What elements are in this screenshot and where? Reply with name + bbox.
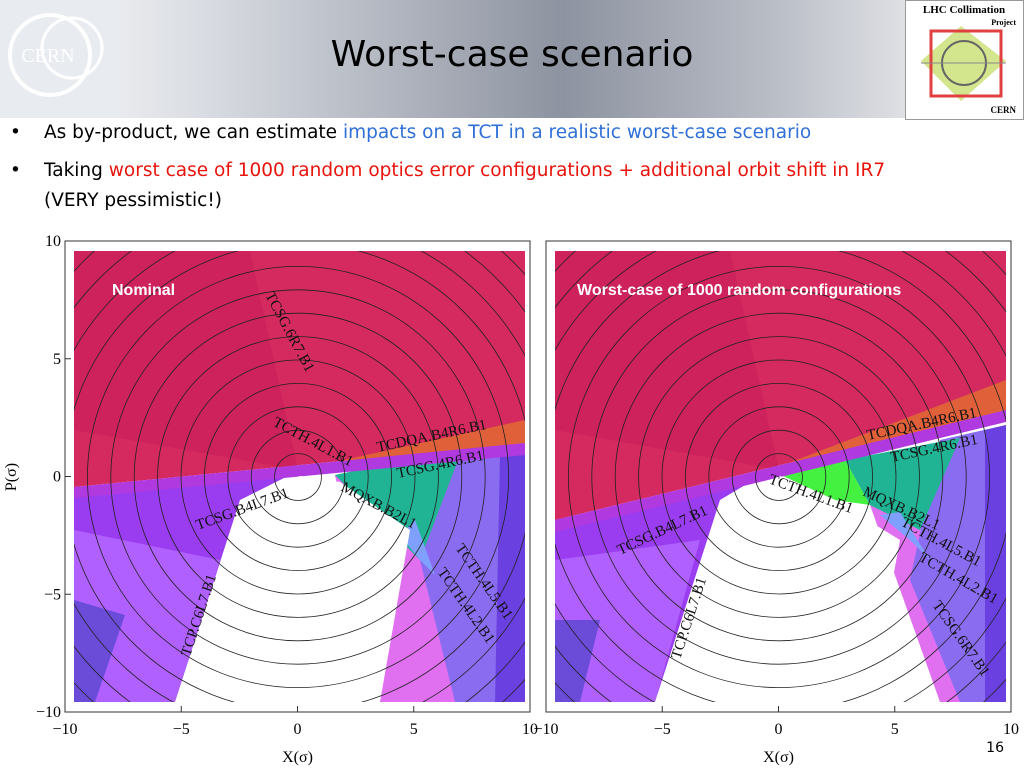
aperture-circle: [133, 312, 463, 642]
aperture-circle: [180, 359, 416, 595]
aperture-circle: [708, 406, 850, 548]
aperture-circle: [74, 251, 525, 702]
x-tick-label: −10: [52, 721, 77, 738]
aperture-circle: [74, 251, 525, 702]
collimator-label: TCSG.B4L7.B1: [194, 485, 291, 533]
plot-label: Nominal: [112, 282, 175, 299]
x-tick-label: 5: [891, 721, 899, 738]
x-tick-label: 0: [294, 721, 302, 738]
collimator-label: TCSG.4R6.B1: [890, 432, 980, 466]
x-tick-label: −5: [173, 721, 190, 738]
lhc-logo-title: LHC Collimation: [923, 4, 1005, 16]
title: Worst-case scenario: [330, 34, 694, 75]
y-tick-label: 10: [45, 233, 61, 250]
bullet: Taking worst case of 1000 random optics …: [8, 156, 1018, 216]
collimator-label: TCDQA.B4R6.B1: [866, 405, 979, 444]
collimator-label: TCTH.4L5.B1: [898, 514, 984, 570]
lhc-logo-project: Project: [991, 18, 1016, 27]
collimator-label: MQXB.B2L1: [860, 484, 942, 534]
collimator-label: TCTH.4L1.B1: [767, 472, 855, 517]
aperture-circle: [451, 149, 1024, 768]
plot-frame: [64, 240, 531, 713]
aperture-circle: [203, 382, 392, 571]
collimator-label: TCTH.4L2.B1: [916, 550, 1001, 608]
x-tick-label: 5: [410, 721, 418, 738]
collimator-label: TCSG.B4L7.B1: [615, 503, 710, 559]
x-tick-label: 10: [522, 721, 538, 738]
aperture-circle: [250, 429, 346, 525]
aperture-circle: [555, 251, 1006, 702]
plot-label: Worst-case of 1000 random configurations: [577, 282, 901, 299]
aperture-circle: [157, 336, 439, 618]
cern-logo-graphic: CERN: [8, 13, 104, 97]
x-axis-label: X(σ): [282, 749, 313, 766]
header: CERN Worst-case scenario LHC Collimation…: [0, 0, 1024, 120]
y-tick-label: −10: [36, 704, 61, 721]
text: Taking: [44, 160, 109, 181]
aperture-circle: [555, 251, 1006, 702]
aperture-circle: [661, 359, 897, 595]
collimator-label: TCDQA.B4R6.B1: [376, 417, 489, 456]
collimator-label: MQXB.B2L1: [338, 479, 419, 532]
aperture-circle: [591, 289, 967, 665]
text: (VERY pessimistic!): [44, 190, 222, 211]
collimator-label: TCP.C6L7.B1: [179, 572, 220, 658]
aperture-circle: [638, 336, 920, 618]
x-tick-label: 10: [1003, 721, 1019, 738]
collimator-label: TCTH.4L5.B1: [452, 541, 516, 623]
lhc-logo-cern: CERN: [990, 105, 1016, 115]
aperture-circle: [685, 382, 874, 571]
y-tick-label: 0: [53, 469, 61, 486]
text: impacts on a TCT in a realistic worst-ca…: [342, 122, 812, 143]
x-tick-label: −10: [533, 721, 558, 738]
aperture-circle: [568, 265, 991, 689]
aperture-circle: [731, 429, 827, 525]
phase-space-left: [0, 149, 626, 768]
x-axis-label: X(σ): [763, 749, 794, 766]
aperture-circle: [227, 406, 369, 548]
lhc-logo-graphic: LHC Collimation Project CERN: [921, 4, 1016, 115]
page-number: 16: [986, 740, 1004, 756]
plot-frame: [545, 240, 1012, 713]
x-tick-label: −5: [654, 721, 671, 738]
aperture-circle: [86, 265, 510, 689]
aperture-circle: [274, 453, 322, 501]
collimator-label: TCSG.6R7.B1: [929, 598, 993, 680]
text: As by-product, we can estimate: [44, 122, 343, 143]
aperture-circle: [74, 251, 525, 702]
aperture-circle: [555, 251, 1006, 702]
y-tick-label: −5: [44, 586, 61, 603]
aperture-circle: [0, 149, 626, 768]
y-axis-label: P(σ): [3, 463, 20, 491]
aperture-circle: [614, 312, 944, 642]
y-tick-label: 5: [53, 351, 61, 368]
collimator-label: TCP.C6L7.B1: [669, 575, 710, 661]
collimator-label: TCTH.4L1.B1: [270, 414, 356, 470]
collimator-label: TCTH.4L2.B1: [434, 565, 498, 647]
phase-space-right: [451, 149, 1024, 768]
bullet: As by-product, we can estimate impacts o…: [8, 118, 1018, 148]
aperture-circle: [74, 251, 525, 702]
collimator-label: TCSG.4R6.B1: [396, 448, 486, 482]
cern-logo: CERN: [0, 0, 120, 118]
x-tick-label: 0: [775, 721, 783, 738]
text: worst case of 1000 random optics error c…: [108, 160, 886, 181]
aperture-circle: [755, 453, 803, 501]
aperture-circle: [110, 289, 486, 665]
aperture-circle: [555, 251, 1006, 702]
bullet-list: As by-product, we can estimate impacts o…: [8, 118, 1018, 224]
collimator-label: TCSG.6R7.B1: [261, 289, 317, 375]
lhc-logo: LHC Collimation Project CERN: [905, 0, 1024, 120]
cern-logo-text: CERN: [21, 45, 74, 67]
